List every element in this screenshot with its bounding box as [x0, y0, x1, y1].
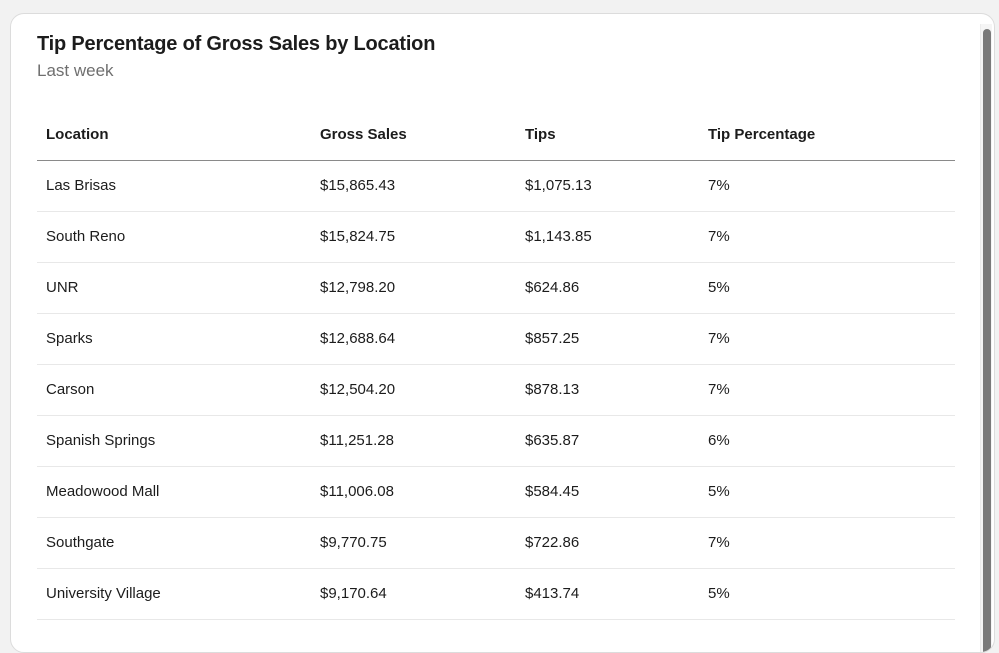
- cell-gross-sales: $9,170.64: [320, 585, 387, 602]
- vertical-scrollbar[interactable]: [980, 24, 992, 652]
- scrollbar-thumb[interactable]: [983, 29, 991, 652]
- cell-tips: $722.86: [525, 534, 580, 551]
- table-header-row: Location Gross Sales Tips Tip Percentage: [37, 110, 955, 161]
- card-subtitle: Last week: [37, 61, 114, 80]
- table-row: Sparks $12,688.64 $857.25 7%: [37, 314, 955, 365]
- cell-location: South Reno: [46, 228, 126, 245]
- cell-gross-sales: $15,865.43: [320, 177, 396, 194]
- cell-tips: $1,075.13: [525, 177, 592, 194]
- cell-gross-sales: $9,770.75: [320, 534, 387, 551]
- column-header-tips[interactable]: Tips: [525, 126, 556, 143]
- table-row: Spanish Springs $11,251.28 $635.87 6%: [37, 416, 955, 467]
- column-header-gross-sales[interactable]: Gross Sales: [320, 126, 407, 143]
- cell-location: Carson: [46, 381, 95, 398]
- cell-tip-percentage: 5%: [708, 585, 730, 602]
- column-header-location[interactable]: Location: [46, 126, 109, 143]
- cell-tip-percentage: 6%: [708, 432, 730, 449]
- cell-gross-sales: $15,824.75: [320, 228, 396, 245]
- table-row: Southgate $9,770.75 $722.86 7%: [37, 518, 955, 569]
- cell-tips: $1,143.85: [525, 228, 592, 245]
- cell-tips: $635.87: [525, 432, 580, 449]
- cell-tip-percentage: 5%: [708, 279, 730, 296]
- cell-tip-percentage: 7%: [708, 381, 730, 398]
- cell-tip-percentage: 7%: [708, 177, 730, 194]
- cell-gross-sales: $11,006.08: [320, 483, 394, 500]
- table-row: Las Brisas $15,865.43 $1,075.13 7%: [37, 161, 955, 212]
- cell-location: Spanish Springs: [46, 432, 156, 449]
- cell-gross-sales: $12,504.20: [320, 381, 396, 398]
- cell-location: University Village: [46, 585, 161, 602]
- cell-location: Sparks: [46, 330, 93, 347]
- cell-tips: $413.74: [525, 585, 580, 602]
- table-row: UNR $12,798.20 $624.86 5%: [37, 263, 955, 314]
- cell-location: Meadowood Mall: [46, 483, 160, 500]
- report-card: Tip Percentage of Gross Sales by Locatio…: [10, 13, 995, 653]
- tips-table: Location Gross Sales Tips Tip Percentage…: [37, 110, 955, 620]
- column-header-tip-percentage[interactable]: Tip Percentage: [708, 126, 816, 143]
- cell-gross-sales: $12,688.64: [320, 330, 396, 347]
- cell-tip-percentage: 5%: [708, 483, 730, 500]
- cell-gross-sales: $11,251.28: [320, 432, 394, 449]
- cell-tips: $584.45: [525, 483, 580, 500]
- cell-tips: $857.25: [525, 330, 580, 347]
- cell-tip-percentage: 7%: [708, 534, 730, 551]
- cell-location: Las Brisas: [46, 177, 117, 194]
- cell-tips: $878.13: [525, 381, 580, 398]
- cell-location: UNR: [46, 279, 79, 296]
- card-title: Tip Percentage of Gross Sales by Locatio…: [37, 33, 436, 55]
- cell-tips: $624.86: [525, 279, 580, 296]
- cell-gross-sales: $12,798.20: [320, 279, 396, 296]
- cell-tip-percentage: 7%: [708, 330, 730, 347]
- table-row: University Village $9,170.64 $413.74 5%: [37, 569, 955, 620]
- cell-location: Southgate: [46, 534, 115, 551]
- table-row: South Reno $15,824.75 $1,143.85 7%: [37, 212, 955, 263]
- table-row: Carson $12,504.20 $878.13 7%: [37, 365, 955, 416]
- table-row: Meadowood Mall $11,006.08 $584.45 5%: [37, 467, 955, 518]
- cell-tip-percentage: 7%: [708, 228, 730, 245]
